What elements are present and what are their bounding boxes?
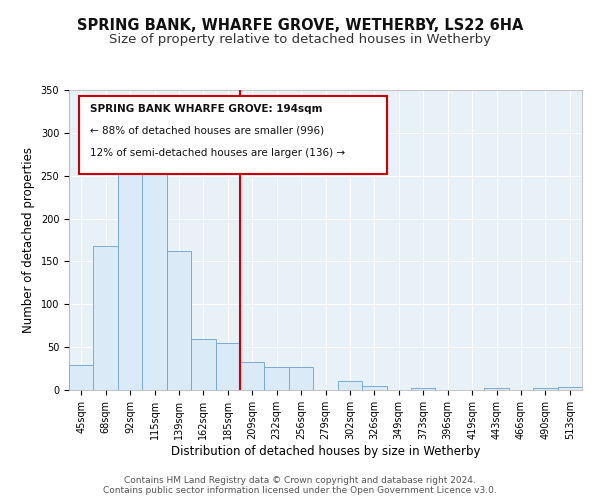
Bar	[338, 382, 362, 390]
Bar	[265, 367, 289, 390]
Bar	[289, 367, 313, 390]
Bar	[69, 365, 94, 390]
Bar	[142, 140, 167, 390]
Bar	[362, 386, 386, 390]
Bar	[191, 338, 215, 390]
Bar	[94, 246, 118, 390]
Text: SPRING BANK WHARFE GROVE: 194sqm: SPRING BANK WHARFE GROVE: 194sqm	[89, 104, 322, 114]
Bar	[411, 388, 436, 390]
Bar	[167, 251, 191, 390]
Bar	[118, 152, 142, 390]
X-axis label: Distribution of detached houses by size in Wetherby: Distribution of detached houses by size …	[171, 444, 480, 458]
Text: Contains public sector information licensed under the Open Government Licence v3: Contains public sector information licen…	[103, 486, 497, 495]
Bar	[533, 388, 557, 390]
Bar	[484, 388, 509, 390]
Text: SPRING BANK, WHARFE GROVE, WETHERBY, LS22 6HA: SPRING BANK, WHARFE GROVE, WETHERBY, LS2…	[77, 18, 523, 32]
Text: ← 88% of detached houses are smaller (996): ← 88% of detached houses are smaller (99…	[89, 126, 323, 136]
Bar	[215, 343, 240, 390]
Text: Size of property relative to detached houses in Wetherby: Size of property relative to detached ho…	[109, 32, 491, 46]
Text: Contains HM Land Registry data © Crown copyright and database right 2024.: Contains HM Land Registry data © Crown c…	[124, 476, 476, 485]
Text: 12% of semi-detached houses are larger (136) →: 12% of semi-detached houses are larger (…	[89, 148, 344, 158]
FancyBboxPatch shape	[79, 96, 387, 174]
Y-axis label: Number of detached properties: Number of detached properties	[22, 147, 35, 333]
Bar	[240, 362, 265, 390]
Bar	[557, 388, 582, 390]
